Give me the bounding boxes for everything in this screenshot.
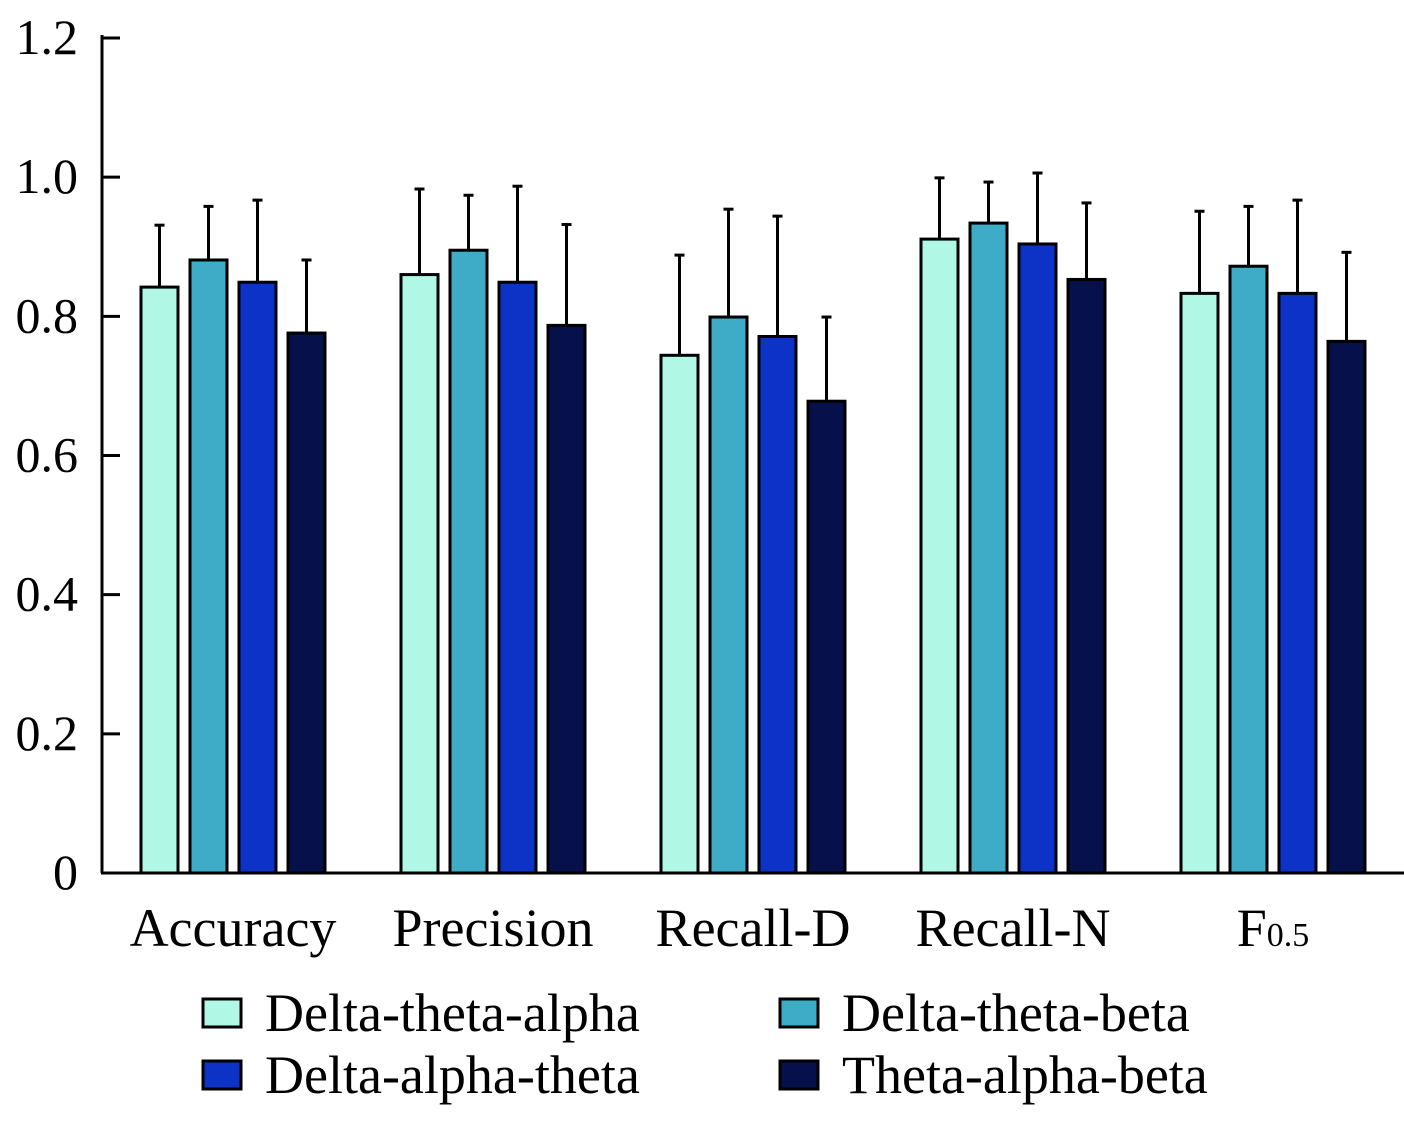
legend-swatch (201, 997, 243, 1029)
y-tick-label: 0 (53, 844, 78, 900)
bar (1277, 291, 1318, 875)
y-tick-label: 0.2 (16, 705, 79, 761)
legend-label: Delta-theta-beta (842, 983, 1190, 1043)
y-tick-label: 1.0 (16, 148, 79, 204)
x-tick-subscript: 0.5 (1267, 917, 1310, 954)
x-tick-label: Recall-D (656, 898, 851, 958)
legend-swatch (201, 1059, 243, 1091)
bar (399, 273, 440, 875)
legend-label: Theta-alpha-beta (842, 1045, 1208, 1105)
bar (1326, 339, 1367, 875)
bar (757, 335, 798, 875)
bar (919, 237, 960, 875)
x-tick-label: Accuracy (130, 898, 337, 958)
bar (806, 399, 847, 875)
bar (1228, 264, 1269, 875)
bar (139, 285, 180, 875)
bar (968, 221, 1009, 875)
bar (659, 353, 700, 875)
bar (188, 258, 229, 875)
bar (1066, 277, 1107, 875)
y-tick-label: 0.8 (16, 287, 79, 343)
bar (497, 280, 538, 875)
bar (708, 315, 749, 875)
bar (286, 331, 327, 875)
bar (546, 323, 587, 875)
y-tick-label: 0.6 (16, 427, 79, 483)
legend-swatch (778, 997, 820, 1029)
bar (1179, 291, 1220, 875)
bar (237, 280, 278, 875)
y-tick-label: 1.2 (16, 9, 79, 65)
x-tick-label: F0.5 (1237, 898, 1310, 958)
legend-label: Delta-alpha-theta (265, 1045, 640, 1105)
legend-label: Delta-theta-alpha (265, 983, 640, 1043)
x-tick-label: Recall-N (916, 898, 1111, 958)
legend-swatch (778, 1059, 820, 1091)
bar (1017, 242, 1058, 875)
bar (448, 248, 489, 875)
y-tick-label: 0.4 (16, 566, 79, 622)
x-tick-label: Precision (393, 898, 594, 958)
